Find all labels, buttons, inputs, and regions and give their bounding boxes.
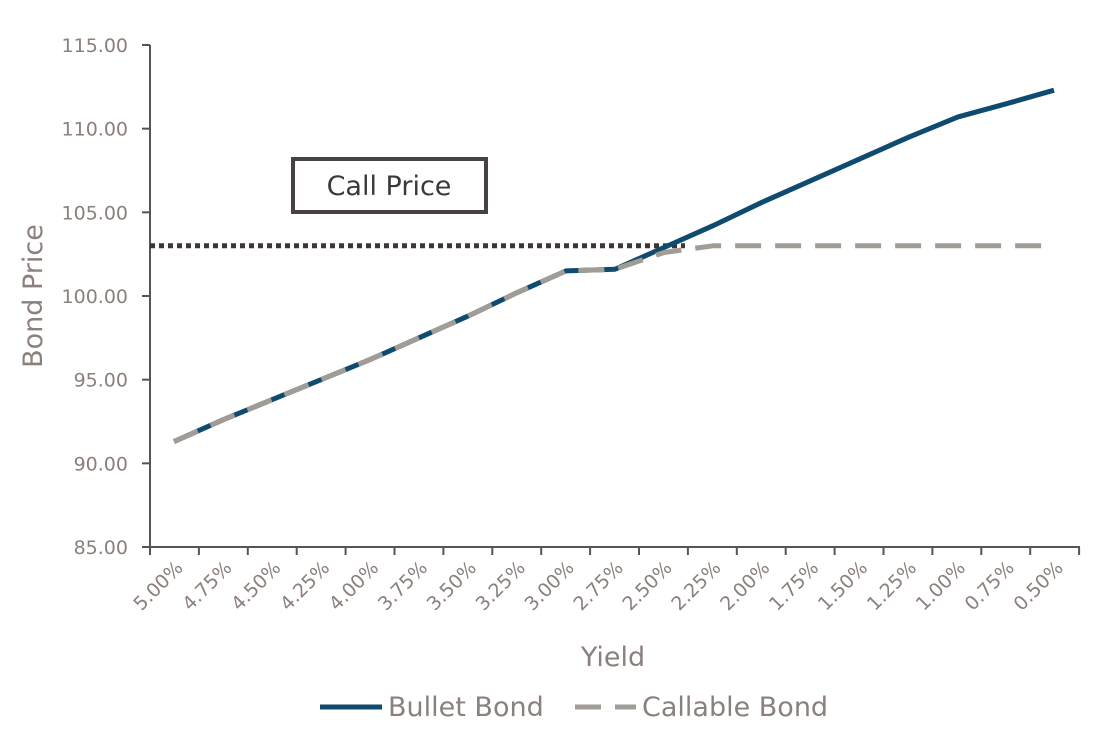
x-tick-label: 2.25% bbox=[667, 557, 725, 615]
y-tick-label: 115.00 bbox=[62, 35, 128, 57]
x-tick-label: 2.00% bbox=[716, 557, 774, 615]
x-tick-label: 4.25% bbox=[276, 557, 334, 615]
call-price-box bbox=[291, 157, 488, 214]
x-axis-title: Yield bbox=[580, 642, 645, 673]
x-tick-label: 4.75% bbox=[178, 557, 236, 615]
y-tick-label: 90.00 bbox=[74, 453, 128, 475]
y-axis: 85.00 90.00 95.00 100.00 105.00 110.00 115.00 bbox=[62, 35, 151, 559]
x-tick-label: 1.25% bbox=[863, 557, 921, 615]
x-tick-label: 1.75% bbox=[765, 557, 823, 615]
x-tick-label: 0.75% bbox=[961, 557, 1019, 615]
y-tick-label: 105.00 bbox=[62, 202, 128, 224]
x-tick-label: 4.50% bbox=[227, 557, 285, 615]
x-tick-label: 3.00% bbox=[520, 557, 578, 615]
x-tick-label: 2.75% bbox=[569, 557, 627, 615]
call-price-label: Call Price bbox=[327, 171, 452, 202]
x-tick-label: 0.50% bbox=[1009, 557, 1067, 615]
bullet-bond-line bbox=[172, 87, 1055, 444]
x-tick-label: 3.50% bbox=[423, 557, 481, 615]
y-tick-label: 95.00 bbox=[74, 370, 128, 392]
x-tick-label: 5.00% bbox=[129, 557, 187, 615]
x-axis: 5.00%4.75%4.50%4.25%4.00%3.75%3.50%3.25%… bbox=[129, 546, 1081, 615]
legend-callable-label: Callable Bond bbox=[642, 692, 828, 723]
series-group bbox=[172, 87, 1055, 444]
x-tick-label: 3.25% bbox=[472, 557, 530, 615]
y-tick-label: 85.00 bbox=[74, 537, 128, 559]
y-axis-title: Bond Price bbox=[18, 224, 49, 368]
legend: Bullet Bond Callable Bond bbox=[320, 692, 828, 723]
legend-bullet-label: Bullet Bond bbox=[388, 692, 544, 723]
y-tick-label: 110.00 bbox=[62, 119, 128, 141]
x-tick-label: 3.75% bbox=[374, 557, 432, 615]
x-tick-label: 2.50% bbox=[618, 557, 676, 615]
x-tick-label: 4.00% bbox=[325, 557, 383, 615]
y-tick-label: 100.00 bbox=[62, 286, 128, 308]
call-price-annotation: Call Price bbox=[291, 157, 488, 214]
callable-bond-line bbox=[172, 243, 1054, 444]
x-tick-label: 1.00% bbox=[912, 557, 970, 615]
x-tick-label: 1.50% bbox=[814, 557, 872, 615]
